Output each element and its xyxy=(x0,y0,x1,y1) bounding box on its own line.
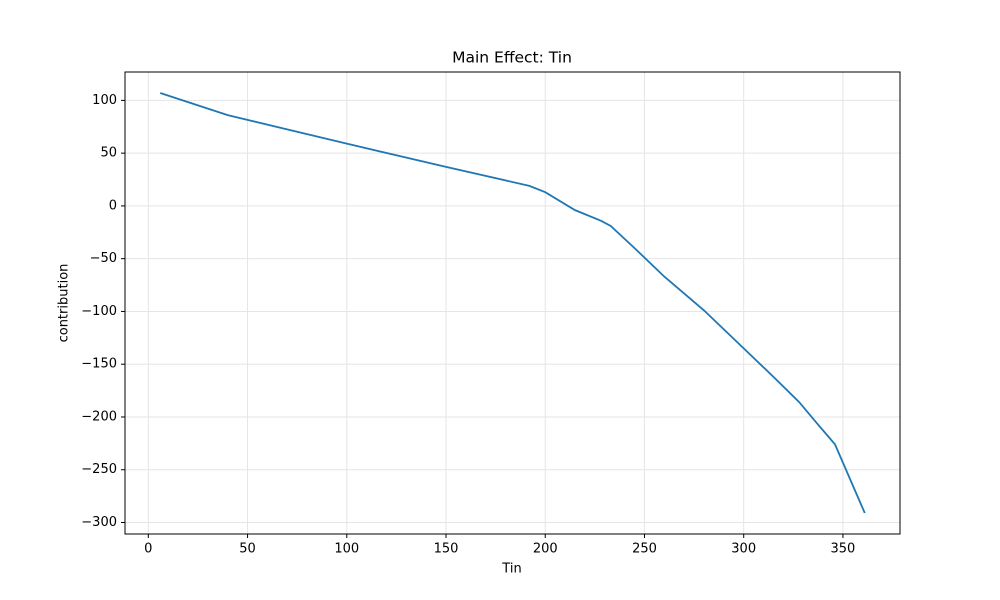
x-tick-label: 0 xyxy=(144,542,152,557)
x-tick-label: 350 xyxy=(831,542,856,557)
y-tick-label: −100 xyxy=(81,304,117,319)
x-tick-label: 250 xyxy=(632,542,657,557)
x-tick-label: 150 xyxy=(434,542,459,557)
y-tick-label: 100 xyxy=(92,93,117,108)
y-tick-label: −50 xyxy=(90,251,117,266)
y-tick-label: −300 xyxy=(81,515,117,530)
x-tick-label: 200 xyxy=(533,542,558,557)
line xyxy=(159,92,866,514)
plot-frame xyxy=(124,71,901,535)
y-tick-label: −150 xyxy=(81,357,117,372)
x-tick-label: 300 xyxy=(731,542,756,557)
y-tick-label: −200 xyxy=(81,409,117,424)
y-tick-label: 50 xyxy=(100,146,117,161)
y-tick-label: −250 xyxy=(81,462,117,477)
chart-title: Main Effect: Tin xyxy=(452,49,572,67)
y-axis-label: contribution xyxy=(57,264,72,343)
x-axis-label: Tin xyxy=(501,562,521,577)
x-tick-label: 100 xyxy=(334,542,359,557)
x-tick-label: 50 xyxy=(239,542,256,557)
y-tick-label: 0 xyxy=(109,198,117,213)
